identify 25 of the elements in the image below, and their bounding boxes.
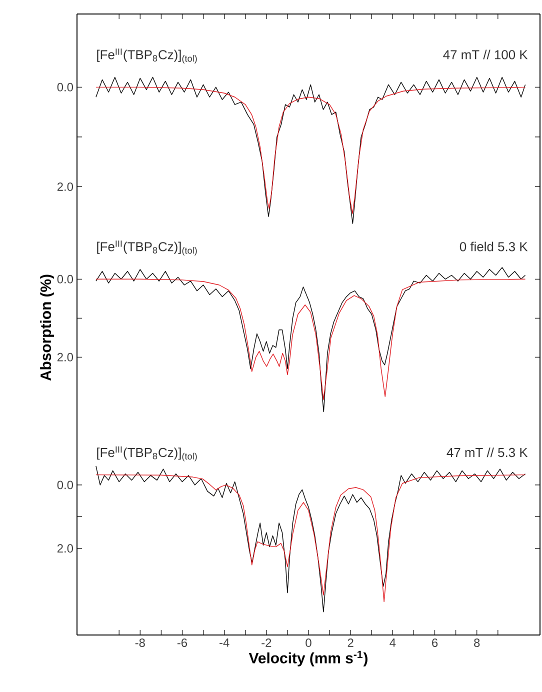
- y-axis-title: Absorption (%): [40, 274, 54, 381]
- annotation: [Fe$^{III}$(TBP$_{8}$Cz)]$_{(tol)}$: [97, 446, 197, 462]
- x-tick-label: 0: [306, 638, 312, 647]
- y-tick-label: 0.0: [57, 82, 74, 92]
- annotation: 47 mT // 5.3 K: [446, 448, 528, 458]
- y-tick-label: 0.0: [57, 480, 74, 490]
- annotation: 47 mT // 100 K: [443, 50, 528, 60]
- x-tick-label: 6: [432, 638, 438, 647]
- x-tick-label: -8: [135, 638, 145, 647]
- x-tick-label: 4: [390, 638, 396, 647]
- x-tick-label: 8: [474, 638, 480, 647]
- x-tick-label: 2: [348, 638, 354, 647]
- y-tick-label: 0.0: [57, 274, 74, 284]
- x-tick-label: -4: [220, 638, 230, 647]
- annotation: 0 field 5.3 K: [460, 242, 528, 252]
- annotation: [Fe$^{III}$(TBP$_{8}$Cz)]$_{(tol)}$: [97, 48, 197, 64]
- x-tick-label: -6: [177, 638, 188, 647]
- y-tick-label: 2.0: [57, 352, 74, 362]
- x-tick-label: -2: [262, 638, 272, 647]
- y-tick-label: 2.0: [57, 182, 74, 191]
- annotation: [Fe$^{III}$(TBP$_{8}$Cz)]$_{(tol)}$: [97, 240, 197, 256]
- x-axis-title: Velocity (mm s$^{-1}$): [248, 650, 368, 666]
- line-series: [96, 278, 526, 400]
- y-tick-label: 2.0: [57, 544, 74, 553]
- line-series: [96, 267, 526, 412]
